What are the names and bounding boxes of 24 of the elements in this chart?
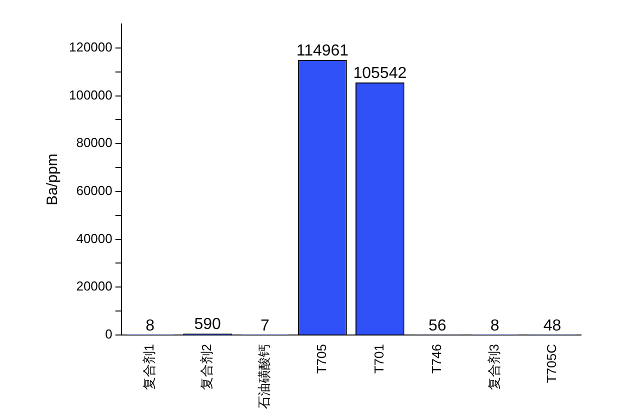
y-tick-label: 120000 <box>68 40 112 54</box>
y-tick-label: 60000 <box>76 183 112 198</box>
data-label: 7 <box>260 317 270 334</box>
data-label: 8 <box>146 317 155 334</box>
y-tick-label: 20000 <box>76 278 112 294</box>
y-tick-label: 100000 <box>68 87 112 102</box>
data-label: 114961 <box>296 42 349 60</box>
data-label: 8 <box>490 317 500 334</box>
y-tick-label: 0 <box>105 326 112 342</box>
data-label: 590 <box>194 316 222 333</box>
x-tick-label: T701 <box>371 344 386 374</box>
x-tick-label: T746 <box>428 344 444 374</box>
y-axis-title: Ba/ppm <box>44 154 62 206</box>
data-label: 56 <box>428 317 446 334</box>
y-tick-label: 40000 <box>76 230 112 246</box>
data-label: 48 <box>543 317 562 334</box>
x-tick-label: 石油磺酸钙 <box>256 344 272 409</box>
y-tick-label: 80000 <box>76 135 112 150</box>
x-tick-label: 复合剂3 <box>486 344 502 390</box>
x-tick-label: T705C <box>544 344 559 384</box>
x-tick-label: 复合剂2 <box>199 344 214 390</box>
data-label: 105542 <box>353 64 407 82</box>
x-tick-label: 复合剂1 <box>142 344 157 390</box>
x-tick-label: T705 <box>314 344 330 374</box>
